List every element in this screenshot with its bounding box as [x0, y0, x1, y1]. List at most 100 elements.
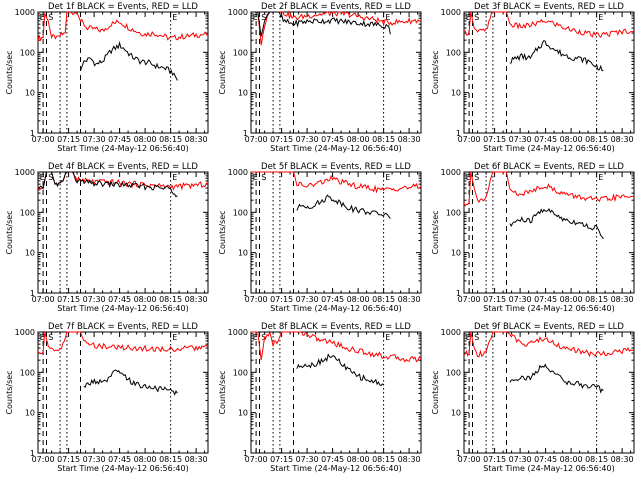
x-tick-label: 07:45: [534, 455, 557, 464]
y-tick-label: 1: [456, 129, 461, 138]
series-line-events: [296, 194, 391, 219]
event-marker-label: E: [172, 13, 177, 22]
series-line-events: [37, 171, 178, 198]
x-tick-label: 08:15: [159, 295, 182, 304]
y-tick-label: 1000: [441, 168, 461, 177]
event-marker-label: S: [474, 333, 479, 342]
x-tick-label: 07:15: [483, 295, 506, 304]
x-tick-label: 07:15: [57, 455, 80, 464]
chart-panel-7: Det 7f BLACK = Events, RED = LLD 1 10 100 10…: [5, 322, 209, 473]
event-marker-label: E: [385, 173, 390, 182]
x-tick-label: 07:15: [270, 135, 293, 144]
y-axis-label: Counts/sec: [218, 370, 227, 414]
x-tick-label: 08:00: [347, 135, 370, 144]
y-tick-label: 100: [233, 48, 248, 57]
y-axis-label: Counts/sec: [5, 50, 14, 94]
y-axis-label: Counts/sec: [431, 210, 440, 254]
event-marker-label: S: [48, 173, 53, 182]
x-tick-label: 08:15: [585, 135, 608, 144]
chart-panel-2: Det 2f BLACK = Events, RED = LLD 1 10 100 10…: [218, 2, 422, 153]
x-tick-label: 08:30: [398, 135, 421, 144]
chart-title: Det 4f BLACK = Events, RED = LLD: [48, 162, 198, 172]
chart-title: Det 8f BLACK = Events, RED = LLD: [261, 322, 411, 332]
y-tick-label: 100: [233, 208, 248, 217]
y-tick-label: 100: [233, 368, 248, 377]
y-tick-label: 1000: [228, 8, 248, 17]
plot-frame: [463, 171, 635, 294]
plot-frame: [250, 331, 422, 454]
plot-frame: [463, 331, 635, 454]
x-tick-label: 07:15: [483, 455, 506, 464]
y-axis-label: Counts/sec: [218, 210, 227, 254]
event-marker-label: E: [385, 13, 390, 22]
chart-title: Det 7f BLACK = Events, RED = LLD: [48, 322, 198, 332]
x-axis-label: Start Time (24-May-12 06:56:40): [270, 464, 401, 473]
x-axis-label: Start Time (24-May-12 06:56:40): [483, 304, 614, 313]
plot-frame: [250, 11, 422, 134]
y-tick-label: 1: [243, 289, 248, 298]
x-tick-label: 07:00: [245, 295, 268, 304]
event-marker-label: E: [172, 333, 177, 342]
plot-frame: [37, 331, 209, 454]
y-tick-label: 10: [25, 249, 35, 258]
series-line-events: [509, 39, 604, 72]
y-tick-label: 10: [451, 89, 461, 98]
x-axis-label: Start Time (24-May-12 06:56:40): [483, 464, 614, 473]
y-tick-label: 1: [456, 449, 461, 458]
x-tick-label: 07:15: [483, 135, 506, 144]
x-tick-label: 08:00: [560, 455, 583, 464]
event-marker-label: S: [261, 333, 266, 342]
series-line-events: [296, 353, 384, 387]
x-tick-label: 07:45: [108, 135, 131, 144]
event-marker-label: S: [48, 333, 53, 342]
series-line-lld: [251, 171, 422, 194]
event-marker-label: E: [466, 173, 471, 182]
x-tick-label: 08:00: [560, 295, 583, 304]
series-line-events: [83, 369, 178, 396]
event-marker-label: E: [253, 333, 258, 342]
x-axis-label: Start Time (24-May-12 06:56:40): [57, 464, 188, 473]
y-axis-label: Counts/sec: [5, 210, 14, 254]
event-marker-label: E: [172, 173, 177, 182]
x-tick-label: 08:30: [611, 295, 634, 304]
x-axis-label: Start Time (24-May-12 06:56:40): [57, 304, 188, 313]
series-line-lld: [37, 331, 209, 355]
x-tick-label: 08:00: [134, 135, 157, 144]
y-tick-label: 100: [446, 368, 461, 377]
y-tick-label: 10: [451, 409, 461, 418]
y-tick-label: 1000: [15, 8, 35, 17]
chart-panel-9: Det 9f BLACK = Events, RED = LLD 1 10 100 10…: [431, 322, 635, 473]
chart-title: Det 2f BLACK = Events, RED = LLD: [261, 2, 411, 12]
series-line-lld: [251, 330, 422, 363]
series-line-lld: [37, 171, 209, 191]
event-marker-label: S: [474, 13, 479, 22]
y-tick-label: 1000: [441, 8, 461, 17]
event-marker-label: E: [40, 333, 45, 342]
series-line-events: [80, 40, 178, 81]
chart-title: Det 5f BLACK = Events, RED = LLD: [261, 162, 411, 172]
x-tick-label: 08:30: [611, 455, 634, 464]
event-marker-label: E: [598, 333, 603, 342]
x-tick-label: 08:30: [185, 295, 208, 304]
x-tick-label: 07:30: [509, 295, 532, 304]
x-tick-label: 07:15: [57, 295, 80, 304]
x-tick-label: 08:00: [560, 135, 583, 144]
chart-title: Det 9f BLACK = Events, RED = LLD: [474, 322, 624, 332]
x-tick-label: 08:15: [585, 295, 608, 304]
x-tick-label: 07:30: [296, 455, 319, 464]
x-tick-label: 08:15: [372, 455, 395, 464]
y-tick-label: 1: [243, 449, 248, 458]
x-tick-label: 07:15: [270, 295, 293, 304]
y-tick-label: 100: [446, 208, 461, 217]
y-axis-label: Counts/sec: [218, 50, 227, 94]
x-tick-label: 07:45: [321, 295, 344, 304]
x-tick-label: 07:45: [534, 295, 557, 304]
series-line-lld: [463, 171, 635, 207]
event-marker-label: S: [261, 13, 266, 22]
y-axis-label: Counts/sec: [431, 370, 440, 414]
y-tick-label: 10: [25, 89, 35, 98]
x-axis-label: Start Time (24-May-12 06:56:40): [57, 144, 188, 153]
y-tick-label: 1: [243, 129, 248, 138]
x-tick-label: 07:30: [296, 295, 319, 304]
series-line-lld: [251, 10, 422, 46]
